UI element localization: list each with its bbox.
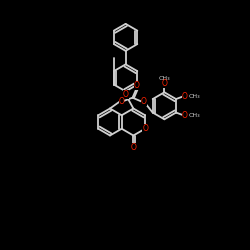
Text: O: O — [162, 79, 167, 88]
Text: CH₃: CH₃ — [158, 76, 170, 81]
Text: CH₃: CH₃ — [189, 94, 201, 98]
Text: O: O — [118, 97, 124, 106]
Text: O: O — [142, 124, 148, 133]
Text: O: O — [182, 111, 188, 120]
Text: O: O — [123, 90, 128, 99]
Text: O: O — [182, 92, 188, 100]
Text: O: O — [134, 81, 140, 90]
Text: O: O — [130, 143, 136, 152]
Text: CH₃: CH₃ — [189, 113, 201, 118]
Text: O: O — [141, 97, 147, 106]
